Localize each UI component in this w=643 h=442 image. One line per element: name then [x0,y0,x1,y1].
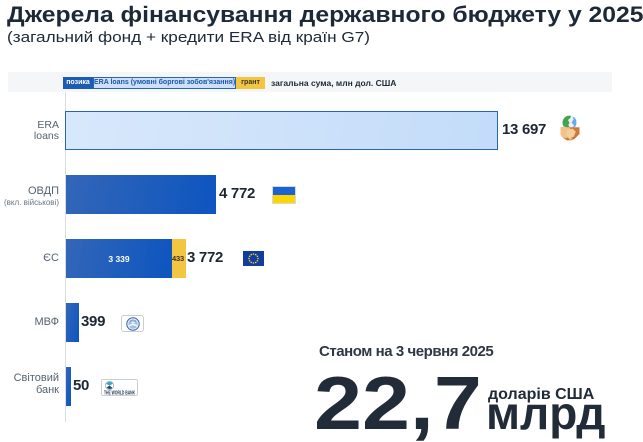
svg-text:THE WORLD BANK: THE WORLD BANK [104,391,135,397]
